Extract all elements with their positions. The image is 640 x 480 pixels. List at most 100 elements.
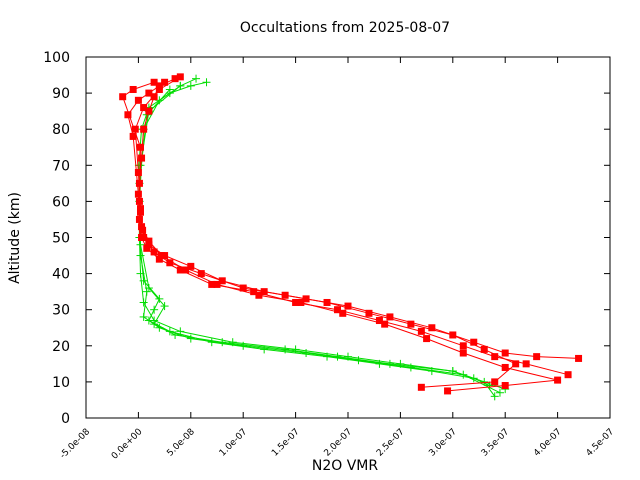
profile-line — [138, 78, 579, 359]
y-tick-label: 60 — [52, 194, 70, 210]
data-point-plus — [186, 81, 195, 90]
data-point-square — [522, 360, 530, 368]
data-point-square — [155, 255, 163, 263]
x-tick-label: 0.0e+00 — [110, 427, 145, 462]
profile-line — [138, 85, 490, 386]
data-point-plus — [281, 345, 290, 354]
data-point-square — [339, 309, 347, 317]
data-point-plus — [139, 298, 148, 307]
data-point-plus — [490, 392, 499, 401]
data-point-square — [564, 371, 572, 379]
data-point-square — [250, 288, 258, 296]
data-point-square — [297, 298, 305, 306]
data-point-plus — [139, 312, 148, 321]
x-tick-label: 2.5e-07 — [375, 427, 407, 459]
data-point-plus — [495, 388, 504, 397]
data-point-square — [512, 360, 520, 368]
data-point-plus — [186, 334, 195, 343]
data-point-plus — [202, 78, 211, 87]
data-point-square — [444, 387, 452, 395]
data-point-square — [124, 111, 132, 119]
data-point-square — [135, 197, 143, 205]
x-tick-label: 3.5e-07 — [480, 427, 512, 459]
data-point-square — [292, 298, 300, 306]
data-point-square — [176, 73, 184, 81]
y-tick-label: 30 — [52, 303, 70, 319]
data-point-square — [554, 376, 562, 384]
data-point-square — [491, 353, 499, 361]
y-tick-label: 40 — [52, 267, 70, 283]
y-tick-label: 20 — [52, 339, 70, 355]
data-point-square — [323, 298, 331, 306]
data-point-square — [166, 259, 174, 267]
y-tick-label: 10 — [52, 375, 70, 391]
x-tick-label: 1.0e-07 — [218, 427, 250, 459]
data-point-square — [150, 93, 158, 101]
data-point-square — [129, 85, 137, 93]
data-point-square — [208, 280, 216, 288]
data-point-plus — [333, 352, 342, 361]
data-point-square — [501, 363, 509, 371]
data-point-square — [161, 78, 169, 86]
data-point-square — [131, 125, 139, 133]
data-point-square — [344, 302, 352, 310]
data-point-plus — [406, 363, 415, 372]
data-point-square — [407, 320, 415, 328]
data-point-square — [501, 349, 509, 357]
y-tick-label: 70 — [52, 158, 70, 174]
data-point-square — [491, 378, 499, 386]
data-point-plus — [142, 287, 151, 296]
data-point-plus — [136, 240, 145, 249]
data-point-plus — [165, 85, 174, 94]
data-point-plus — [150, 305, 159, 314]
data-point-plus — [448, 367, 457, 376]
data-point-square — [134, 169, 142, 177]
data-point-square — [386, 313, 394, 321]
data-point-square — [155, 85, 163, 93]
profile-line — [138, 81, 496, 397]
data-point-square — [145, 237, 153, 245]
x-tick-label: 4.0e-07 — [532, 427, 564, 459]
y-tick-label: 100 — [43, 50, 70, 66]
data-point-square — [182, 266, 190, 274]
data-point-plus — [139, 276, 148, 285]
y-tick-label: 0 — [61, 411, 70, 427]
y-tick-label: 80 — [52, 122, 70, 138]
data-point-square — [501, 382, 509, 390]
data-point-square — [459, 342, 467, 350]
plot-frame — [85, 56, 611, 419]
x-tick-label: 4.5e-07 — [585, 427, 617, 459]
data-point-square — [145, 89, 153, 97]
plot-data-layer — [119, 73, 583, 401]
data-point-square — [381, 320, 389, 328]
data-point-square — [449, 331, 457, 339]
data-point-square — [187, 262, 195, 270]
profile-line — [134, 76, 517, 388]
data-point-square — [134, 96, 142, 104]
data-point-plus — [155, 294, 164, 303]
data-point-square — [136, 143, 144, 151]
profile-line — [127, 81, 569, 376]
data-point-square — [575, 354, 583, 362]
y-axis-label: Altitude (km) — [7, 192, 23, 284]
x-axis-label: N2O VMR — [312, 458, 379, 474]
data-point-square — [417, 383, 425, 391]
y-tick-label: 50 — [52, 231, 70, 247]
x-tick-label: 1.5e-07 — [270, 427, 302, 459]
data-point-square — [423, 335, 431, 343]
data-point-square — [135, 215, 143, 223]
data-point-plus — [136, 251, 145, 260]
data-point-square — [480, 345, 488, 353]
data-point-square — [365, 309, 373, 317]
data-point-square — [213, 280, 221, 288]
data-point-square — [145, 107, 153, 115]
data-point-square — [171, 75, 179, 83]
data-point-square — [140, 125, 148, 133]
data-point-square — [140, 104, 148, 112]
data-point-square — [417, 327, 425, 335]
data-point-square — [138, 223, 146, 231]
data-point-square — [428, 324, 436, 332]
data-point-square — [143, 244, 151, 252]
data-point-plus — [171, 330, 180, 339]
data-point-square — [157, 252, 165, 260]
